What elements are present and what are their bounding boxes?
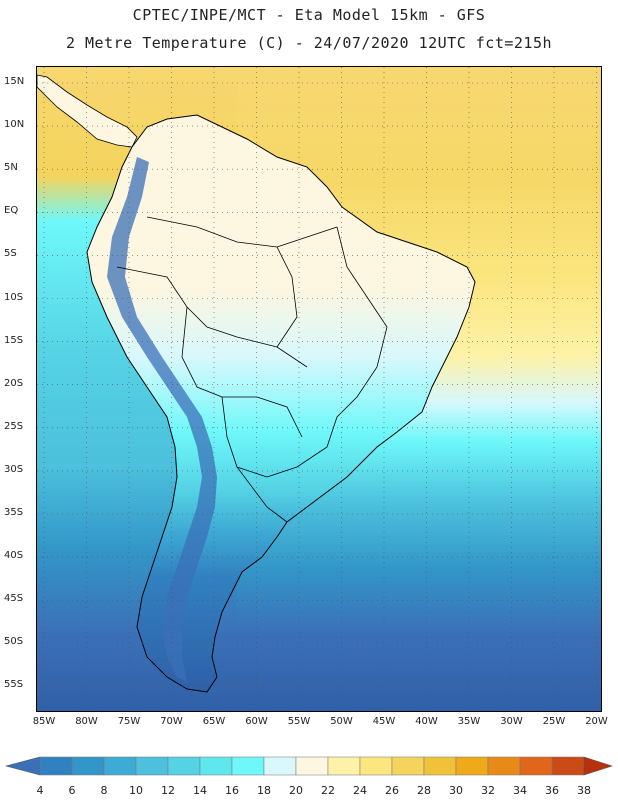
colorbar-swatch [231,756,265,776]
lon-label: 75W [117,716,141,727]
colorbar-label: 12 [161,784,175,797]
country-borders [116,216,388,523]
map-subtitle: 2 Metre Temperature (C) - 24/07/2020 12U… [65,34,553,52]
lon-label: 60W [245,716,268,727]
colorbar-swatch [487,756,521,776]
colorbar-swatch [455,756,489,776]
colorbar-label: 20 [289,784,303,797]
lon-label: 30W [500,716,523,727]
colorbar-swatch [103,756,137,776]
temperature-map [36,66,602,712]
lat-label: 20S [4,377,24,389]
lon-label: 80W [75,716,98,727]
colorbar-label: 30 [449,784,463,797]
temperature-colorbar [4,756,613,776]
colorbar-label: 32 [481,784,495,797]
lat-label: 30S [4,463,24,475]
lat-label: 15N [4,76,25,87]
colorbar-label: 24 [353,784,367,797]
andes-cold-band [107,157,217,682]
colorbar-label: 36 [545,784,559,797]
lat-label: 35S [4,507,24,518]
colorbar-label: 18 [257,784,271,797]
colorbar-label: 14 [193,784,207,797]
lat-label: 25S [4,420,24,432]
colorbar-swatch [135,756,169,776]
lon-label: 85W [32,716,56,727]
lon-label: 65W [202,716,226,727]
colorbar-swatch [71,756,105,776]
colorbar-swatch [519,756,553,776]
lon-label: 50W [330,716,353,727]
colorbar-swatch [295,756,329,776]
colorbar-swatch [423,756,457,776]
map-canvas [37,67,601,711]
lon-label: 35W [457,716,481,727]
colorbar-swatch [391,756,425,776]
lon-label: 70W [160,716,183,727]
colorbar-label: 16 [225,784,239,797]
colorbar-swatch [39,756,73,776]
lon-label: 45W [372,716,396,727]
colorbar-swatch [199,756,233,776]
lon-label: 55W [287,716,311,727]
lat-label: 15S [4,334,24,346]
colorbar-swatch [359,756,393,776]
colorbar-arrow-low [4,756,41,776]
lat-label: 40S [4,550,24,562]
lat-label: 5S [4,248,17,260]
colorbar-label: 6 [68,784,76,797]
lon-label: 40W [415,716,438,727]
central-america [37,74,138,148]
colorbar-swatch [551,756,585,776]
colorbar-label: 38 [577,784,591,797]
lat-label: EQ [4,205,19,217]
colorbar-swatch [327,756,361,776]
colorbar-label: 34 [513,784,527,797]
colorbar-arrow-high [583,756,613,776]
lat-lon-grid [37,67,601,711]
lat-label: 50S [4,636,24,648]
lon-label: 20W [585,716,608,727]
colorbar-label: 8 [100,784,108,797]
colorbar-label: 22 [321,784,335,797]
colorbar-label: 26 [385,784,399,797]
colorbar-label: 4 [36,784,44,797]
lat-label: 55S [4,679,24,691]
lon-label: 25W [542,716,566,727]
lat-label: 10S [4,291,24,303]
map-title: CPTEC/INPE/MCT - Eta Model 15km - GFS [132,6,486,24]
lat-label: 5N [4,162,18,174]
lat-label: 10N [4,119,25,131]
colorbar-label: 28 [417,784,431,797]
colorbar-swatch [167,756,201,776]
lat-label: 45S [4,593,24,605]
colorbar-swatch [263,756,297,776]
colorbar-label: 10 [129,784,143,797]
